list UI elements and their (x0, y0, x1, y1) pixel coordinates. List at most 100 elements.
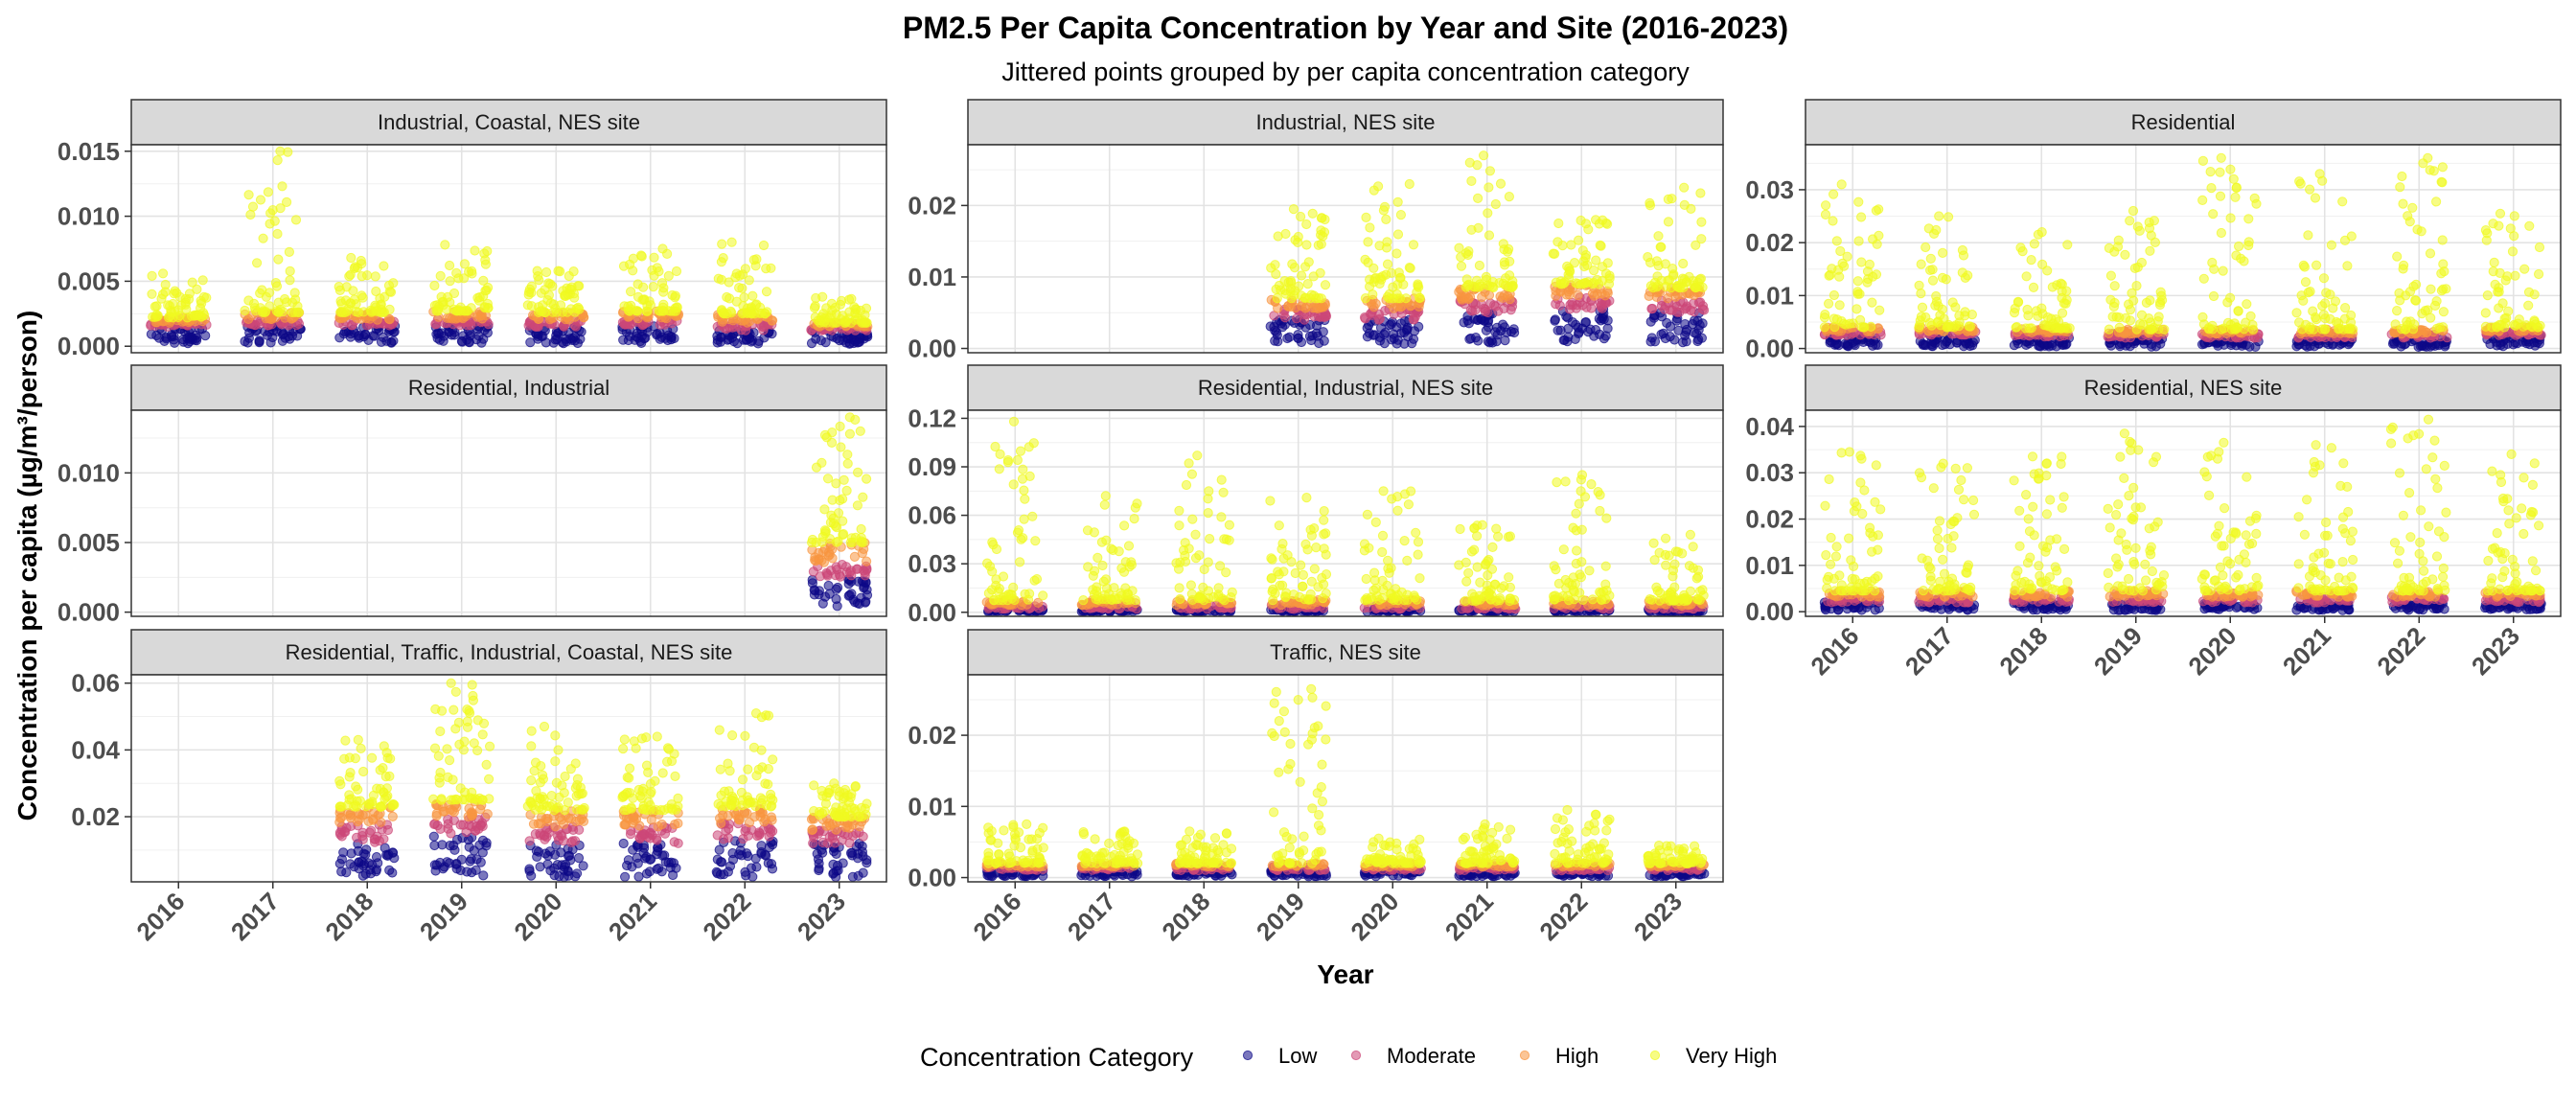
data-point (1304, 595, 1313, 604)
data-point (1321, 281, 1329, 289)
data-point (291, 216, 300, 224)
data-point (2104, 325, 2113, 334)
data-point (357, 291, 366, 300)
data-point (2295, 177, 2304, 186)
data-point (197, 299, 206, 308)
data-point (1576, 570, 1584, 579)
data-point (756, 303, 765, 312)
data-point (2133, 222, 2142, 231)
data-point (2062, 324, 2071, 333)
data-point (1485, 338, 1494, 347)
data-point (839, 312, 847, 320)
data-point (1596, 241, 1604, 249)
data-point (152, 311, 161, 319)
data-point (1603, 259, 1612, 267)
data-point (1929, 484, 1938, 493)
data-point (1649, 539, 1658, 547)
data-point (2229, 174, 2238, 183)
data-point (1969, 510, 1978, 519)
data-point (854, 468, 862, 476)
data-point (857, 524, 865, 533)
data-point (1569, 523, 1577, 532)
data-point (2347, 311, 2356, 319)
data-point (1953, 514, 1962, 522)
data-point (827, 312, 836, 320)
data-point (2042, 459, 2051, 468)
data-point (1273, 294, 1281, 303)
data-point (1935, 212, 1944, 220)
data-point (148, 271, 156, 280)
data-point (862, 318, 870, 327)
data-point (2124, 325, 2132, 334)
data-point (847, 571, 856, 580)
data-point (1303, 280, 1312, 289)
data-point (1196, 592, 1205, 601)
data-point (566, 305, 575, 313)
y-tick-label: 0.01 (1745, 281, 1794, 310)
data-point (1320, 507, 1328, 516)
data-point (2206, 168, 2215, 176)
data-point (1854, 237, 1863, 245)
data-point (1596, 506, 1604, 515)
data-point (527, 302, 536, 311)
data-point (1021, 589, 1029, 598)
data-point (1828, 265, 1836, 273)
data-point (278, 182, 287, 191)
data-point (1131, 503, 1139, 512)
data-point (2037, 304, 2046, 312)
data-point (1825, 474, 1833, 483)
data-point (147, 330, 155, 338)
chart-subtitle: Jittered points grouped by per capita co… (1001, 58, 1690, 86)
data-point (2318, 302, 2327, 311)
data-point (281, 294, 289, 303)
data-point (1847, 583, 1855, 591)
data-point (1467, 547, 1476, 556)
data-point (1951, 464, 1960, 473)
data-point (653, 264, 661, 272)
data-point (2145, 218, 2153, 226)
data-point (832, 479, 840, 488)
data-point (1473, 563, 1482, 571)
data-point (2439, 260, 2448, 268)
data-point (1674, 326, 1683, 335)
data-point (862, 557, 871, 566)
data-point (1383, 260, 1392, 268)
data-point (1484, 183, 1493, 192)
data-point (1831, 552, 1840, 561)
data-point (1958, 245, 1966, 254)
data-point (1414, 550, 1422, 559)
data-point (1176, 594, 1184, 603)
data-point (1848, 574, 1856, 583)
data-point (2011, 586, 2019, 594)
data-point (1821, 501, 1829, 510)
data-point (2041, 547, 2050, 556)
data-point (446, 277, 454, 286)
data-point (1297, 291, 1305, 300)
data-point (483, 246, 492, 255)
data-point (1551, 316, 1559, 325)
data-point (2034, 312, 2042, 320)
data-point (264, 188, 272, 196)
data-point (1960, 496, 1968, 504)
data-point (1853, 277, 1862, 286)
data-point (1594, 487, 1602, 496)
data-point (1282, 589, 1291, 597)
data-point (1918, 303, 1926, 312)
data-point (1598, 595, 1606, 604)
data-point (1850, 507, 1858, 516)
data-point (844, 580, 853, 589)
data-point (2051, 563, 2059, 571)
data-point (1491, 580, 1500, 589)
data-point (1284, 302, 1293, 311)
facet-strip-label: Residential, Industrial, NES site (1198, 376, 1493, 400)
data-point (823, 474, 832, 483)
data-point (569, 267, 578, 276)
data-point (526, 338, 535, 347)
data-point (1662, 561, 1670, 569)
data-point (1501, 336, 1509, 345)
data-point (2417, 227, 2426, 236)
data-point (2309, 307, 2317, 315)
data-point (2198, 196, 2207, 204)
data-point (995, 465, 1003, 474)
data-point (1592, 216, 1600, 224)
